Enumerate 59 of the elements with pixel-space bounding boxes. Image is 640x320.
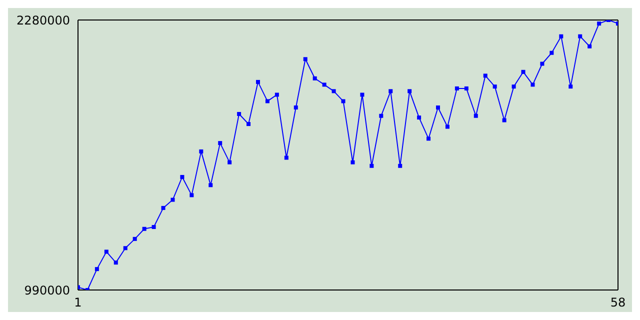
point: [265, 99, 270, 104]
point: [142, 226, 146, 231]
point: [246, 122, 251, 126]
y-tick-label: 2280000: [16, 13, 70, 28]
point: [104, 250, 108, 254]
point: [492, 84, 497, 89]
point: [568, 84, 573, 89]
point: [550, 50, 554, 55]
point: [398, 164, 402, 168]
point: [512, 84, 516, 89]
point: [132, 236, 137, 241]
point: [436, 105, 440, 110]
point: [408, 89, 412, 94]
point: [180, 174, 184, 179]
point: [294, 105, 298, 110]
point: [597, 22, 602, 26]
line-series: [78, 20, 618, 290]
point: [464, 86, 468, 90]
point: [540, 62, 544, 66]
point: [123, 246, 128, 250]
point: [284, 156, 288, 160]
point: [237, 112, 242, 116]
point: [218, 141, 222, 146]
point: [341, 99, 346, 104]
point: [502, 118, 506, 122]
point: [445, 124, 450, 129]
x-tick-label: 1: [74, 296, 82, 310]
point: [350, 160, 355, 164]
point: [114, 260, 118, 265]
point: [388, 89, 393, 94]
point: [379, 114, 384, 118]
point: [559, 34, 564, 38]
point: [228, 160, 232, 164]
point: [588, 44, 592, 48]
point: [370, 164, 374, 168]
point: [360, 92, 364, 97]
point: [312, 76, 317, 80]
point: [530, 82, 535, 87]
point: [303, 57, 308, 62]
point: [332, 89, 336, 94]
point: [454, 86, 459, 90]
point: [426, 136, 431, 141]
point: [483, 74, 488, 78]
point: [199, 149, 204, 154]
point: [256, 80, 260, 84]
point: [94, 267, 99, 272]
y-tick-label: 990000: [24, 283, 70, 298]
point: [474, 114, 478, 118]
point: [152, 225, 156, 229]
point: [161, 206, 166, 210]
point: [417, 116, 422, 120]
point: [190, 193, 194, 198]
point: [274, 92, 279, 97]
point: [521, 70, 526, 74]
point: [578, 34, 582, 38]
x-tick-label: 58: [610, 296, 626, 310]
point: [170, 198, 175, 202]
point: [322, 82, 326, 87]
point: [208, 183, 213, 188]
